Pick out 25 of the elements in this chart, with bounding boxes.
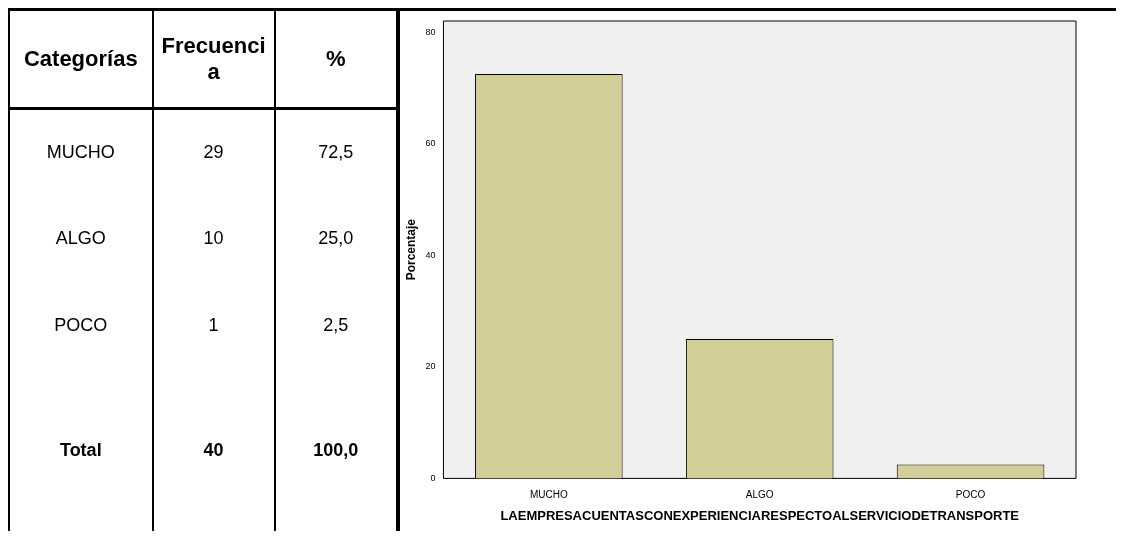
data-label: 1: [152, 282, 275, 370]
category-label: ALGO: [9, 195, 153, 283]
text: Frecuencia: [152, 11, 275, 109]
x-tick-label: POCO: [955, 489, 986, 501]
y-axis-title: Porcentaje: [403, 218, 418, 281]
y-tick-label: 80: [425, 26, 436, 37]
text: Categorías: [9, 11, 153, 109]
y-tick-label: 60: [425, 138, 436, 149]
x-tick-label: MUCHO: [529, 489, 568, 501]
category-label: POCO: [9, 282, 153, 370]
x-axis-title: LAEMPRESACUENTASCONEXPERIENCIARESPECTOALSERVICIODETRANSPORTE: [500, 507, 1020, 523]
category-label: MUCHO: [9, 108, 153, 196]
data-label: 100,0: [274, 369, 397, 531]
data-label: 2,5: [274, 282, 397, 370]
category-label: Total: [9, 369, 153, 531]
data-label: 25,0: [274, 195, 397, 283]
data-label: 10: [152, 195, 275, 283]
data-label: 29: [152, 108, 275, 196]
data-label: 72,5: [274, 108, 397, 196]
y-tick-label: 20: [425, 361, 436, 372]
data-label: 40: [152, 369, 275, 531]
y-tick-label: 40: [425, 249, 436, 260]
x-tick-label: ALGO: [745, 489, 774, 501]
text: %: [274, 11, 397, 109]
y-tick-label: 0: [430, 472, 436, 483]
